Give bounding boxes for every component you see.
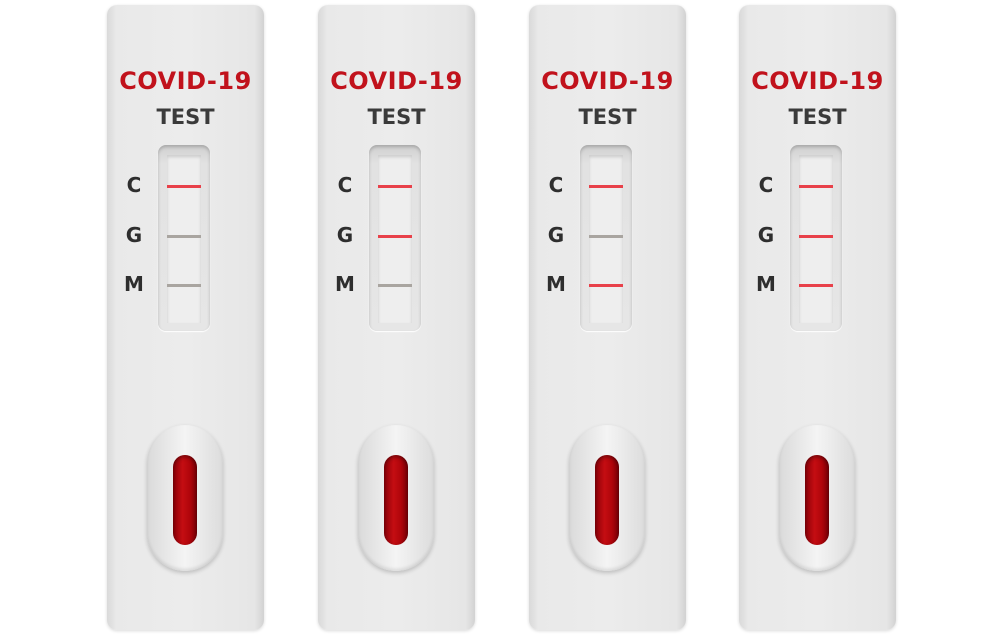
cassette-title: COVID-19 — [119, 67, 252, 95]
sample-well — [779, 425, 855, 571]
band-line-g — [799, 235, 833, 238]
cassette-title: COVID-19 — [330, 67, 463, 95]
result-window — [580, 145, 632, 331]
band-label: C — [126, 173, 142, 197]
band-line-g — [589, 235, 623, 238]
band-label: G — [336, 223, 354, 247]
cassette-title: COVID-19 — [541, 67, 674, 95]
band-line-m — [799, 284, 833, 287]
band-label: G — [125, 223, 143, 247]
blood-sample — [805, 455, 829, 545]
band-label: M — [124, 272, 144, 296]
band-line-g — [378, 235, 412, 238]
band-line-c — [167, 185, 201, 188]
cassette-subtitle: TEST — [367, 105, 426, 129]
blood-sample — [173, 455, 197, 545]
band-line-m — [589, 284, 623, 287]
blood-sample — [384, 455, 408, 545]
band-label: G — [547, 223, 565, 247]
result-window — [158, 145, 210, 331]
test-strip — [589, 155, 623, 323]
test-cassette: COVID-19 TEST C G M — [529, 5, 686, 630]
cassette-subtitle: TEST — [578, 105, 637, 129]
test-strip — [799, 155, 833, 323]
cassette-title: COVID-19 — [751, 67, 884, 95]
band-label: G — [757, 223, 775, 247]
sample-well — [147, 425, 223, 571]
band-label: M — [756, 272, 776, 296]
test-strip — [378, 155, 412, 323]
test-cassette: COVID-19 TEST C G M — [107, 5, 264, 630]
result-window — [790, 145, 842, 331]
blood-sample — [595, 455, 619, 545]
sample-well — [358, 425, 434, 571]
cassette-subtitle: TEST — [788, 105, 847, 129]
result-window — [369, 145, 421, 331]
test-strip — [167, 155, 201, 323]
band-label: C — [548, 173, 564, 197]
band-line-c — [378, 185, 412, 188]
test-cassette: COVID-19 TEST C G M — [739, 5, 896, 630]
test-cassette: COVID-19 TEST C G M — [318, 5, 475, 630]
band-label: M — [546, 272, 566, 296]
band-line-m — [378, 284, 412, 287]
sample-well — [569, 425, 645, 571]
band-line-c — [799, 185, 833, 188]
band-label: C — [337, 173, 353, 197]
band-line-m — [167, 284, 201, 287]
cassette-subtitle: TEST — [156, 105, 215, 129]
band-line-g — [167, 235, 201, 238]
band-label: M — [335, 272, 355, 296]
band-line-c — [589, 185, 623, 188]
band-label: C — [758, 173, 774, 197]
